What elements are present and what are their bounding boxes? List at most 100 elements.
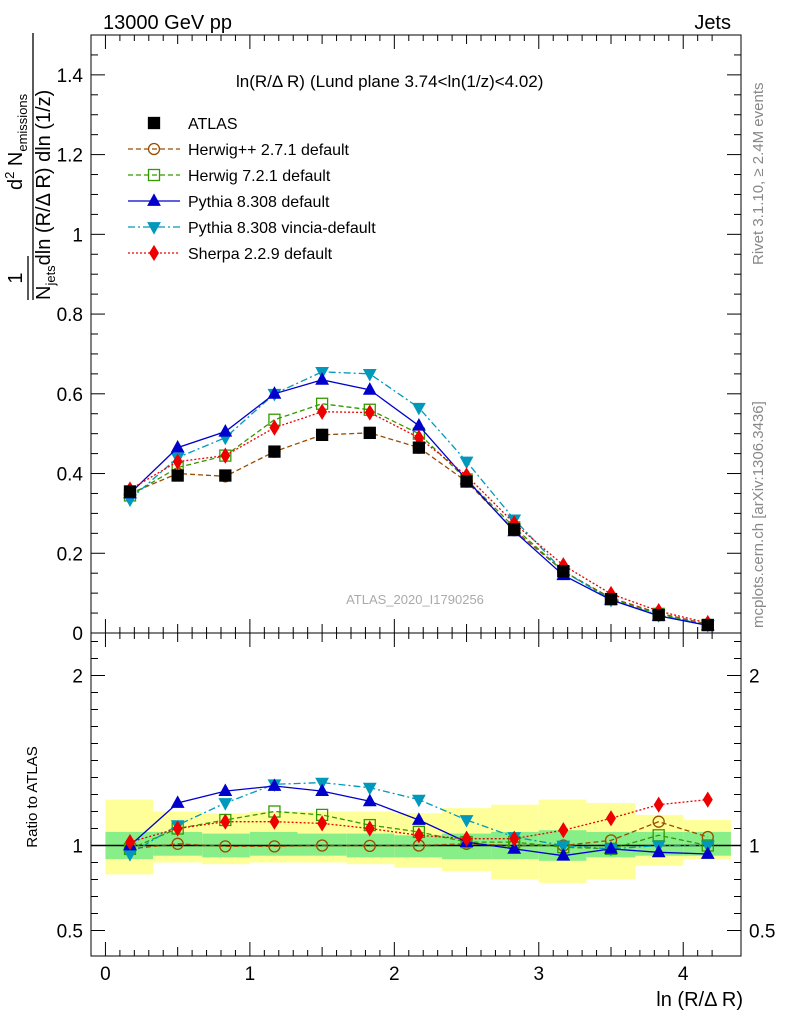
- ratio-point: [315, 783, 330, 796]
- y-label-denominator: Njetsdln (R/Δ R) dln (1/z): [33, 90, 58, 300]
- y-tick-label: 0.4: [57, 465, 84, 486]
- main-title: ln(R/Δ R) (Lund plane 3.74<ln(1/z)<4.02): [236, 72, 543, 91]
- legend-entry: Pythia 8.308 vincia-default: [128, 220, 376, 237]
- data-point: [557, 565, 570, 578]
- legend-entry: Pythia 8.308 default: [128, 193, 330, 211]
- data-point: [171, 469, 184, 482]
- ratio-point: [556, 848, 571, 861]
- ratio-point: [556, 840, 571, 854]
- ratio-point: [315, 839, 329, 852]
- legend-label: Pythia 8.308 vincia-default: [188, 220, 376, 237]
- legend-label: Herwig++ 2.7.1 default: [188, 142, 350, 159]
- data-point: [508, 523, 521, 536]
- data-point: [268, 445, 281, 458]
- legend-label: ATLAS: [188, 116, 238, 133]
- legend-entry: Sherpa 2.2.9 default: [128, 244, 333, 263]
- x-tick-label: 3: [533, 964, 544, 985]
- data-point: [362, 368, 377, 382]
- ratio-point: [507, 841, 522, 854]
- data-point: [411, 402, 426, 416]
- legend-marker: [147, 168, 161, 182]
- data-point: [172, 453, 183, 470]
- legend-marker: [147, 116, 161, 130]
- ratio-point: [268, 840, 281, 853]
- ratio-point: [362, 793, 377, 807]
- main-plot-series: [123, 366, 715, 633]
- y-label-numerator: 1: [5, 272, 27, 283]
- data-point: [220, 447, 231, 464]
- ratio-point: [651, 844, 666, 858]
- ratio-point: [606, 810, 616, 827]
- ratio-point: [413, 827, 424, 844]
- ratio-point: [702, 791, 713, 808]
- legend-entry: Herwig 7.2.1 default: [128, 168, 331, 185]
- ratio-y-tick-label: 1: [72, 837, 83, 858]
- data-point: [123, 485, 137, 498]
- ratio-point: [459, 815, 474, 828]
- y-tick-label: 1.4: [57, 66, 84, 87]
- legend-marker: [147, 222, 161, 235]
- data-point: [219, 469, 232, 482]
- series-line: [129, 379, 708, 627]
- main-y-label: 1 Njetsdln (R/Δ R) dln (1/z) d2 Nemissio…: [2, 33, 58, 300]
- x-tick-label: 4: [678, 964, 689, 985]
- main-series-0: [123, 426, 714, 632]
- ratio-y-tick-label-right: 1: [749, 837, 760, 858]
- ratio-point: [411, 812, 426, 825]
- rivet-version-text: Rivet 3.1.10, ≥ 2.4M events: [750, 83, 767, 266]
- ratio-point: [363, 839, 376, 852]
- y-tick-label: 1.2: [57, 146, 83, 167]
- header-left: 13000 GeV pp: [103, 12, 232, 34]
- ratio-series-2: [123, 778, 715, 861]
- main-title-ln: ln(R/Δ R): [236, 72, 305, 91]
- data-point: [652, 608, 665, 622]
- main-axis-ticks: 0.2 0.4 0.6 0.8 1 1.2 1.4 0: [57, 35, 741, 645]
- legend-marker: [147, 193, 161, 206]
- stat-uncertainty-band: [394, 835, 442, 858]
- ratio-y-tick-label-right: 2: [749, 667, 760, 688]
- ratio-point: [219, 840, 232, 853]
- x-tick-label: 2: [389, 964, 400, 985]
- y-tick-label: 0: [72, 624, 83, 645]
- ratio-point: [218, 783, 233, 796]
- y-tick-label: 1: [72, 225, 83, 246]
- ratio-point: [362, 782, 377, 796]
- ratio-point: [172, 820, 183, 837]
- stat-uncertainty-band: [297, 833, 347, 856]
- ratio-uncertainty-bands: [91, 799, 741, 883]
- data-point: [315, 372, 330, 385]
- ratio-point: [364, 820, 375, 837]
- data-point: [411, 418, 426, 431]
- stat-uncertainty-band: [249, 831, 298, 856]
- stat-uncertainty-band: [153, 831, 203, 856]
- x-tick-label: 0: [100, 964, 111, 985]
- main-panel: 0.2 0.4 0.6 0.8 1 1.2 1.4 0 ln(R/Δ R) (Lund plan…: [2, 33, 742, 645]
- ratio-point: [125, 833, 135, 851]
- ratio-point: [170, 795, 185, 808]
- legend-entry: ATLAS: [147, 116, 238, 133]
- ratio-frame: [90, 632, 742, 957]
- ratio-point: [317, 815, 328, 832]
- legend-marker: [147, 142, 161, 156]
- ratio-plot-series: [123, 777, 715, 862]
- main-title-rest: (Lund plane 3.74<ln(1/z)<4.02): [310, 72, 543, 91]
- ratio-point: [509, 830, 520, 847]
- ratio-point: [558, 822, 569, 839]
- data-point: [170, 439, 185, 453]
- ratio-point: [700, 846, 715, 859]
- legend-marker: [149, 244, 159, 262]
- ratio-axis-ticks: 0.5 0.5 1 1 2 2 0 1 2 3 4: [57, 633, 775, 985]
- data-point: [604, 592, 618, 606]
- ratio-y-tick-label-right: 0.5: [749, 922, 775, 943]
- data-point: [459, 456, 474, 470]
- ratio-point: [220, 813, 231, 830]
- ratio-point: [604, 841, 618, 854]
- ratio-point: [653, 796, 664, 813]
- data-point: [701, 618, 714, 632]
- ratio-point: [267, 778, 282, 791]
- legend: ATLAS Herwig++ 2.7.1 default Herwig 7.2.1 …: [128, 116, 376, 263]
- data-point: [267, 386, 282, 399]
- data-point: [460, 475, 473, 488]
- legend-label: Herwig 7.2.1 default: [188, 168, 331, 185]
